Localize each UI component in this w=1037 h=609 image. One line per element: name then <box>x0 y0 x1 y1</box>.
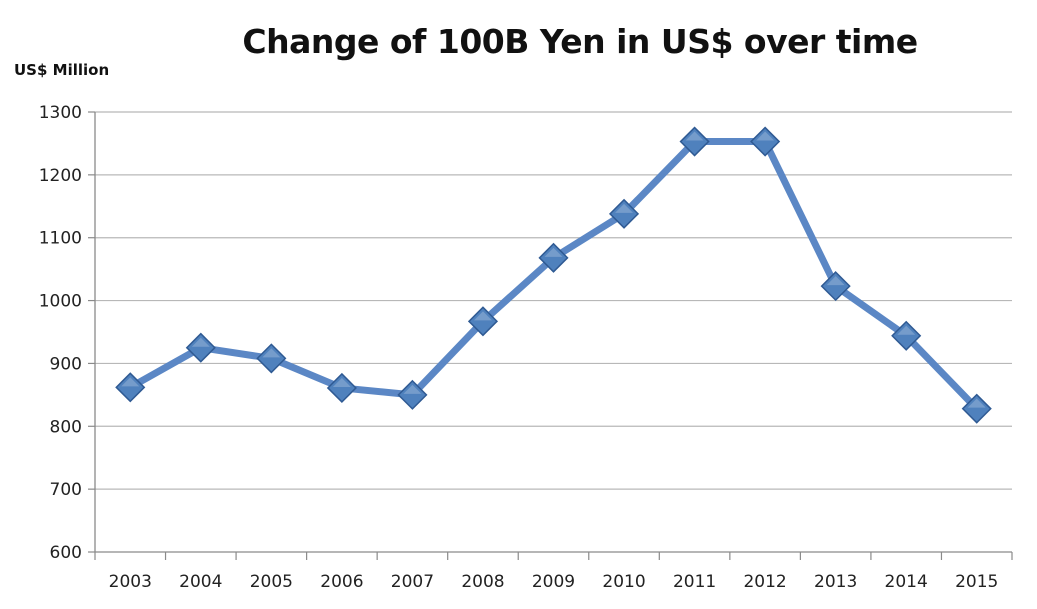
data-point-highlight <box>967 398 986 408</box>
data-point-marker <box>891 320 922 351</box>
y-tick-label: 600 <box>50 543 82 563</box>
data-point-marker <box>185 332 216 363</box>
x-tick-label: 2014 <box>885 572 928 592</box>
x-tick-label: 2012 <box>743 572 786 592</box>
data-point-highlight <box>615 203 634 213</box>
data-point-highlight <box>544 247 563 257</box>
x-tick-label: 2009 <box>532 572 575 592</box>
data-point-highlight <box>121 377 140 387</box>
data-point-highlight <box>332 377 351 387</box>
data-point-marker <box>679 126 710 157</box>
x-tick-label: 2006 <box>320 572 363 592</box>
x-tick-label: 2015 <box>955 572 998 592</box>
data-point-marker <box>256 343 287 374</box>
x-tick-label: 2011 <box>673 572 716 592</box>
data-point-highlight <box>826 276 845 286</box>
x-tick-label: 2013 <box>814 572 857 592</box>
data-point-marker <box>608 198 640 229</box>
y-tick-label: 1200 <box>39 166 82 186</box>
data-point-marker <box>750 126 781 157</box>
x-tick-label: 2010 <box>602 572 645 592</box>
data-point-highlight <box>262 348 281 358</box>
x-tick-label: 2007 <box>391 572 434 592</box>
y-tick-label: 1100 <box>39 229 82 249</box>
x-tick-label: 2005 <box>250 572 293 592</box>
y-tick-label: 900 <box>50 354 82 374</box>
data-point-highlight <box>403 384 422 394</box>
data-point-marker <box>961 393 992 424</box>
chart-title: Change of 100B Yen in US$ over time <box>242 22 918 61</box>
data-point-marker <box>820 271 851 302</box>
data-point-marker <box>115 372 146 403</box>
data-point-highlight <box>473 311 492 321</box>
y-tick-label: 1000 <box>39 292 82 312</box>
data-point-highlight <box>191 337 210 347</box>
data-point-highlight <box>685 131 704 141</box>
series-line <box>126 138 981 413</box>
data-point-marker <box>326 372 357 404</box>
data-point-marker <box>397 379 428 410</box>
data-point-marker <box>467 306 499 337</box>
y-tick-label: 800 <box>50 417 82 437</box>
y-axis-unit-label: US$ Million <box>14 61 110 79</box>
data-point-highlight <box>897 325 916 335</box>
x-tick-label: 2003 <box>109 572 152 592</box>
y-tick-label: 1300 <box>39 103 82 123</box>
data-point-marker <box>538 242 569 273</box>
x-tick-label: 2008 <box>461 572 504 592</box>
x-tick-label: 2004 <box>179 572 222 592</box>
y-tick-label: 700 <box>50 480 82 500</box>
data-point-highlight <box>756 131 775 141</box>
